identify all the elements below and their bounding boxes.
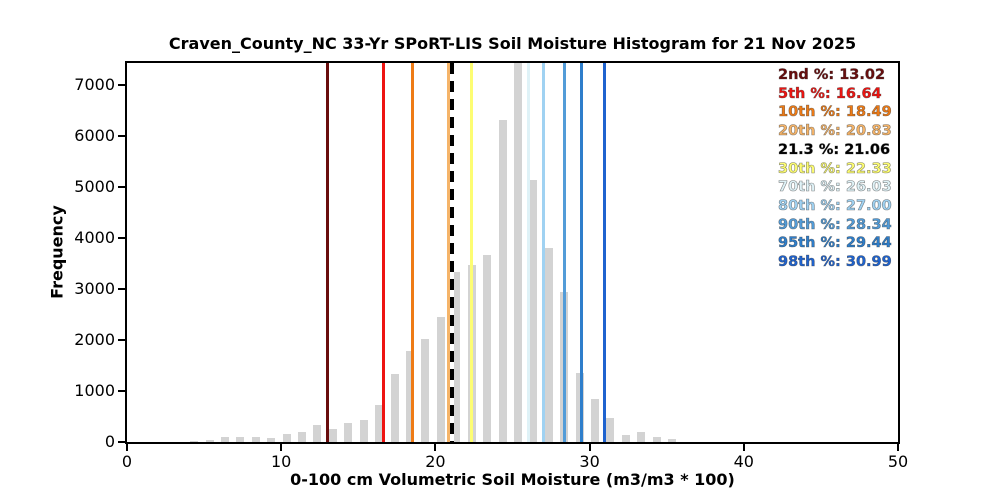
percentile-line-10th — [410, 63, 414, 442]
histogram-bar — [205, 440, 214, 442]
y-tick-label: 6000 — [74, 125, 115, 145]
histogram-bar — [298, 432, 306, 442]
y-tick-label: 7000 — [74, 74, 115, 94]
histogram-bar — [436, 316, 445, 442]
percentile-line-30th — [469, 63, 473, 442]
legend-entry: 21.3 %: 21.06 — [778, 141, 891, 159]
y-tick-label: 3000 — [74, 279, 115, 298]
x-axis-label: 0-100 cm Volumetric Soil Moisture (m3/m3… — [290, 470, 735, 489]
x-axis-tick — [434, 444, 437, 451]
histogram-bar — [652, 436, 661, 442]
x-axis-tick — [897, 444, 899, 451]
plot-area: 2nd %: 13.02 5th %: 16.64 10th %: 18.49 20t… — [125, 61, 900, 444]
histogram-bar — [483, 255, 492, 442]
y-axis-tick — [118, 186, 125, 188]
histogram-bar — [621, 434, 630, 442]
y-tick-label: 0 — [104, 432, 115, 451]
percentile-line-95th — [579, 63, 583, 442]
histogram-bar — [359, 420, 368, 442]
y-axis-tick — [118, 339, 125, 341]
legend-entry: 80th %: 27.00 — [778, 197, 892, 215]
x-tick-label: 10 — [271, 452, 292, 471]
y-tick-label: 5000 — [74, 177, 115, 196]
histogram-bar — [498, 119, 507, 442]
legend-entry: 95th %: 29.44 — [778, 235, 892, 252]
histogram-bar — [544, 247, 553, 442]
y-tick-label: 2000 — [74, 330, 115, 349]
percentile-line-2nd — [326, 63, 330, 442]
legend-entry: 98th %: 30.99 — [778, 254, 892, 271]
percentile-line-20th — [446, 63, 450, 442]
y-axis-tick — [118, 83, 125, 86]
histogram-bar — [591, 398, 599, 442]
histogram-bar — [529, 179, 538, 442]
histogram-bar — [390, 373, 399, 442]
histogram-bar — [236, 436, 245, 442]
legend: 2nd %: 13.02 5th %: 16.64 10th %: 18.49 20t… — [778, 66, 892, 272]
y-axis-tick — [118, 134, 125, 137]
x-tick-label: 40 — [733, 452, 754, 471]
y-tick-label: 4000 — [74, 228, 115, 247]
legend-entry: 10th %: 18.49 — [778, 104, 892, 121]
histogram-bar — [282, 434, 291, 442]
histogram-bar — [637, 432, 646, 442]
histogram-bar — [328, 428, 337, 442]
histogram-bar — [406, 350, 414, 442]
y-tick-label: 1000 — [74, 381, 115, 400]
legend-entry: 90th %: 28.34 — [778, 216, 892, 233]
x-tick-label: 0 — [121, 452, 133, 471]
histogram-bar — [513, 63, 522, 442]
x-tick-label: 50 — [887, 452, 909, 471]
y-axis-tick — [118, 237, 125, 239]
legend-entry: 70th %: 26.03 — [778, 179, 892, 196]
y-axis-tick — [118, 288, 125, 290]
x-tick-label: 20 — [425, 452, 446, 471]
y-axis-tick — [118, 390, 125, 392]
x-axis-tick — [126, 444, 128, 451]
x-axis-tick — [742, 444, 745, 451]
percentile-line-5th — [382, 63, 386, 442]
x-axis-tick — [588, 444, 591, 451]
histogram-bar — [668, 438, 677, 442]
histogram-bar — [421, 339, 430, 442]
histogram-bar — [452, 271, 461, 442]
histogram-bar — [267, 437, 276, 442]
histogram-bar — [220, 437, 229, 442]
histogram-bar — [251, 437, 260, 442]
chart-title: Craven_County_NC 33-Yr SPoRT-LIS Soil Mo… — [168, 34, 857, 53]
histogram-bar — [190, 440, 199, 442]
x-axis-tick — [280, 444, 283, 451]
x-tick-label: 30 — [579, 452, 600, 471]
legend-entry: 30th %: 22.33 — [778, 160, 892, 177]
legend-entry: 5th %: 16.64 — [778, 85, 882, 102]
legend-entry: 20th %: 20.83 — [778, 123, 892, 140]
legend-entry: 2nd %: 13.02 — [778, 67, 886, 84]
percentile-line-21.3 — [449, 63, 454, 442]
y-axis-tick — [118, 441, 125, 443]
percentile-line-80th — [541, 63, 545, 442]
histogram-bar — [344, 423, 353, 442]
histogram-bar — [606, 418, 615, 442]
percentile-line-90th — [562, 63, 566, 442]
percentile-line-98th — [603, 63, 607, 442]
percentile-line-70th — [526, 63, 530, 442]
histogram-bar — [313, 424, 322, 442]
histogram-bar — [375, 405, 384, 442]
